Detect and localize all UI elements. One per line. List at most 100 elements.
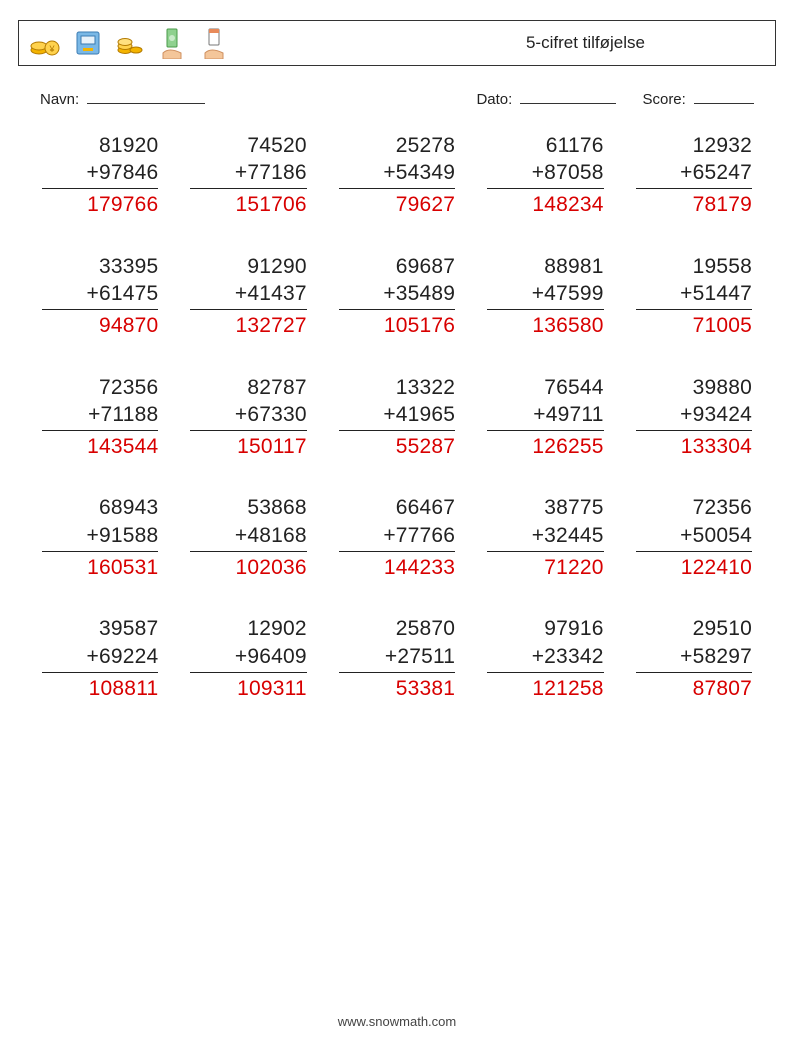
addition-problem: 33395+6147594870 bbox=[42, 253, 158, 340]
answer: 87807 bbox=[636, 673, 752, 702]
addition-problem: 61176+87058148234 bbox=[487, 132, 603, 219]
operand-bottom: +91588 bbox=[42, 522, 158, 552]
operand-bottom: +77186 bbox=[190, 159, 306, 189]
score-field: Score: bbox=[642, 88, 754, 108]
operand-bottom: +58297 bbox=[636, 643, 752, 673]
answer: 121258 bbox=[487, 673, 603, 702]
coins-pile-icon bbox=[113, 26, 147, 60]
score-blank bbox=[694, 88, 754, 104]
answer: 179766 bbox=[42, 189, 158, 218]
operand-bottom: +50054 bbox=[636, 522, 752, 552]
score-label: Score: bbox=[642, 91, 685, 108]
addition-problem: 38775+3244571220 bbox=[487, 494, 603, 581]
problems-grid: 81920+9784617976674520+7718615170625278+… bbox=[18, 126, 776, 702]
operand-bottom: +97846 bbox=[42, 159, 158, 189]
operand-bottom: +96409 bbox=[190, 643, 306, 673]
operand-top: 25278 bbox=[339, 132, 455, 159]
operand-bottom: +77766 bbox=[339, 522, 455, 552]
answer: 133304 bbox=[636, 431, 752, 460]
addition-problem: 13322+4196555287 bbox=[339, 374, 455, 461]
operand-top: 69687 bbox=[339, 253, 455, 280]
operand-top: 97916 bbox=[487, 615, 603, 642]
answer: 144233 bbox=[339, 552, 455, 581]
answer: 150117 bbox=[190, 431, 306, 460]
addition-problem: 68943+91588160531 bbox=[42, 494, 158, 581]
addition-problem: 39587+69224108811 bbox=[42, 615, 158, 702]
operand-top: 74520 bbox=[190, 132, 306, 159]
addition-problem: 91290+41437132727 bbox=[190, 253, 306, 340]
operand-top: 88981 bbox=[487, 253, 603, 280]
operand-top: 33395 bbox=[42, 253, 158, 280]
operand-bottom: +51447 bbox=[636, 280, 752, 310]
answer: 136580 bbox=[487, 310, 603, 339]
operand-bottom: +41965 bbox=[339, 401, 455, 431]
operand-top: 29510 bbox=[636, 615, 752, 642]
operand-top: 39587 bbox=[42, 615, 158, 642]
operand-bottom: +71188 bbox=[42, 401, 158, 431]
addition-problem: 74520+77186151706 bbox=[190, 132, 306, 219]
operand-bottom: +47599 bbox=[487, 280, 603, 310]
operand-bottom: +49711 bbox=[487, 401, 603, 431]
answer: 132727 bbox=[190, 310, 306, 339]
operand-top: 82787 bbox=[190, 374, 306, 401]
answer: 143544 bbox=[42, 431, 158, 460]
answer: 78179 bbox=[636, 189, 752, 218]
operand-bottom: +69224 bbox=[42, 643, 158, 673]
worksheet-page: ¥ bbox=[0, 0, 794, 1053]
addition-problem: 76544+49711126255 bbox=[487, 374, 603, 461]
operand-top: 66467 bbox=[339, 494, 455, 521]
addition-problem: 88981+47599136580 bbox=[487, 253, 603, 340]
operand-top: 12902 bbox=[190, 615, 306, 642]
header-box: ¥ bbox=[18, 20, 776, 66]
date-field: Dato: bbox=[476, 88, 616, 108]
addition-problem: 72356+71188143544 bbox=[42, 374, 158, 461]
answer: 160531 bbox=[42, 552, 158, 581]
operand-bottom: +35489 bbox=[339, 280, 455, 310]
card-hand-icon bbox=[197, 26, 231, 60]
answer: 122410 bbox=[636, 552, 752, 581]
operand-bottom: +87058 bbox=[487, 159, 603, 189]
answer: 148234 bbox=[487, 189, 603, 218]
answer: 109311 bbox=[190, 673, 306, 702]
operand-bottom: +67330 bbox=[190, 401, 306, 431]
operand-top: 53868 bbox=[190, 494, 306, 521]
info-row: Navn: Dato: Score: bbox=[18, 88, 776, 126]
operand-top: 61176 bbox=[487, 132, 603, 159]
operand-top: 12932 bbox=[636, 132, 752, 159]
answer: 55287 bbox=[339, 431, 455, 460]
answer: 105176 bbox=[339, 310, 455, 339]
footer-url: www.snowmath.com bbox=[0, 1014, 794, 1029]
operand-top: 25870 bbox=[339, 615, 455, 642]
addition-problem: 72356+50054122410 bbox=[636, 494, 752, 581]
header-icons: ¥ bbox=[29, 26, 231, 60]
operand-top: 68943 bbox=[42, 494, 158, 521]
answer: 94870 bbox=[42, 310, 158, 339]
operand-top: 76544 bbox=[487, 374, 603, 401]
date-blank bbox=[520, 88, 616, 104]
answer: 71220 bbox=[487, 552, 603, 581]
answer: 126255 bbox=[487, 431, 603, 460]
addition-problem: 53868+48168102036 bbox=[190, 494, 306, 581]
answer: 102036 bbox=[190, 552, 306, 581]
operand-bottom: +41437 bbox=[190, 280, 306, 310]
answer: 108811 bbox=[42, 673, 158, 702]
operand-top: 39880 bbox=[636, 374, 752, 401]
addition-problem: 29510+5829787807 bbox=[636, 615, 752, 702]
operand-bottom: +27511 bbox=[339, 643, 455, 673]
addition-problem: 12932+6524778179 bbox=[636, 132, 752, 219]
addition-problem: 81920+97846179766 bbox=[42, 132, 158, 219]
operand-bottom: +61475 bbox=[42, 280, 158, 310]
operand-bottom: +54349 bbox=[339, 159, 455, 189]
operand-top: 81920 bbox=[42, 132, 158, 159]
addition-problem: 19558+5144771005 bbox=[636, 253, 752, 340]
answer: 151706 bbox=[190, 189, 306, 218]
operand-top: 72356 bbox=[636, 494, 752, 521]
operand-bottom: +65247 bbox=[636, 159, 752, 189]
operand-bottom: +23342 bbox=[487, 643, 603, 673]
date-label: Dato: bbox=[476, 91, 512, 108]
name-blank bbox=[87, 88, 205, 104]
operand-bottom: +48168 bbox=[190, 522, 306, 552]
operand-top: 13322 bbox=[339, 374, 455, 401]
answer: 79627 bbox=[339, 189, 455, 218]
addition-problem: 39880+93424133304 bbox=[636, 374, 752, 461]
